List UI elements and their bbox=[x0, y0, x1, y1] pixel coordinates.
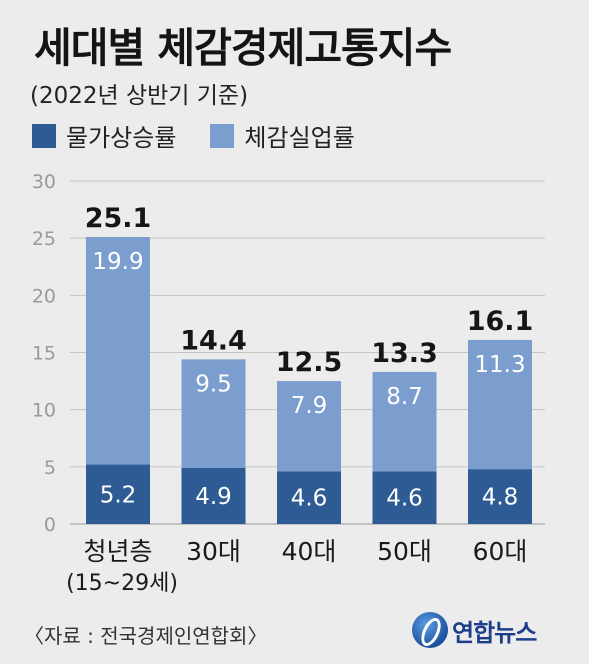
bar-segment-inflation bbox=[181, 467, 246, 524]
bar-value-label: 4.9 bbox=[195, 484, 232, 510]
y-tick-label: 10 bbox=[32, 400, 56, 422]
yonhap-logo-icon bbox=[412, 612, 448, 648]
source-note: 〈자료 : 전국경제인연합회〉 bbox=[24, 624, 268, 648]
y-tick-label: 0 bbox=[44, 514, 56, 536]
bar-value-label: 7.9 bbox=[291, 393, 328, 419]
legend-swatch-inflation bbox=[32, 123, 56, 148]
x-category-label: 60대 bbox=[473, 537, 528, 566]
yonhap-logo-text: 연합뉴스 bbox=[452, 618, 537, 647]
bar-segment-unemployment bbox=[181, 359, 246, 468]
bar-value-label: 4.6 bbox=[291, 486, 328, 512]
bar-total-label: 12.5 bbox=[276, 347, 343, 378]
bar-value-label: 8.7 bbox=[386, 384, 423, 410]
yonhap-logo: 연합뉴스 bbox=[412, 612, 537, 648]
x-category-label: 30대 bbox=[186, 537, 241, 566]
legend-item-unemployment: 체감실업률 bbox=[210, 118, 355, 153]
legend-label-unemployment: 체감실업률 bbox=[244, 124, 355, 152]
x-category-label: 청년층 bbox=[83, 537, 152, 566]
y-tick-label: 20 bbox=[32, 285, 56, 307]
y-tick-label: 15 bbox=[32, 343, 56, 365]
bar-value-label: 9.5 bbox=[195, 371, 232, 397]
bar-total-label: 13.3 bbox=[371, 338, 438, 369]
x-category-sublabel: (15~29세) bbox=[66, 571, 178, 596]
bar-segment-inflation bbox=[372, 471, 437, 524]
legend-swatch-unemployment bbox=[210, 123, 235, 148]
bar-value-label: 4.6 bbox=[386, 486, 423, 512]
legend-item-inflation: 물가상승률 bbox=[32, 118, 176, 153]
x-category-label: 40대 bbox=[282, 537, 337, 566]
bar-value-label: 19.9 bbox=[92, 249, 143, 275]
y-tick-label: 25 bbox=[32, 228, 56, 250]
chart-title: 세대별 체감경제고통지수 bbox=[34, 24, 452, 72]
bar-total-label: 25.1 bbox=[85, 203, 152, 234]
bar-value-label: 4.8 bbox=[482, 485, 519, 511]
bar-value-label: 11.3 bbox=[474, 352, 525, 378]
legend-label-inflation: 물가상승률 bbox=[66, 124, 177, 152]
bar-value-label: 5.2 bbox=[100, 482, 137, 508]
bar-segment-unemployment bbox=[277, 381, 341, 472]
bar-segment-unemployment bbox=[86, 237, 150, 465]
bar-segment-inflation bbox=[468, 469, 532, 524]
y-tick-label: 5 bbox=[44, 457, 56, 479]
bar-total-label: 16.1 bbox=[467, 306, 534, 337]
bar-segment-unemployment bbox=[468, 339, 532, 470]
bar-total-label: 14.4 bbox=[180, 325, 247, 356]
legend: 물가상승률 체감실업률 bbox=[32, 118, 389, 153]
y-tick-label: 30 bbox=[32, 171, 56, 193]
bar-segment-unemployment bbox=[372, 371, 437, 472]
bar-segment-inflation bbox=[86, 464, 150, 524]
x-category-label: 50대 bbox=[377, 537, 432, 566]
chart-subtitle: (2022년 상반기 기준) bbox=[30, 83, 249, 109]
bar-segment-inflation bbox=[277, 471, 341, 524]
